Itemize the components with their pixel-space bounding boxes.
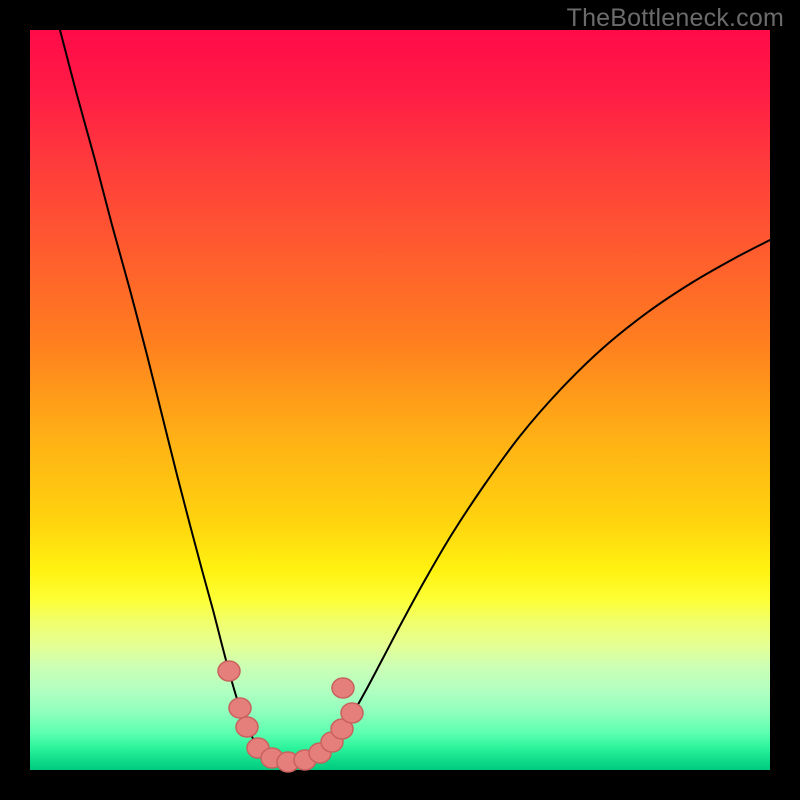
curve-marker bbox=[341, 703, 363, 723]
bottleneck-curve bbox=[60, 30, 770, 762]
watermark-text: TheBottleneck.com bbox=[567, 4, 784, 33]
curve-marker bbox=[229, 698, 251, 718]
bottleneck-curve-svg bbox=[0, 0, 800, 800]
curve-marker bbox=[218, 661, 240, 681]
curve-marker bbox=[332, 678, 354, 698]
curve-marker bbox=[236, 717, 258, 737]
